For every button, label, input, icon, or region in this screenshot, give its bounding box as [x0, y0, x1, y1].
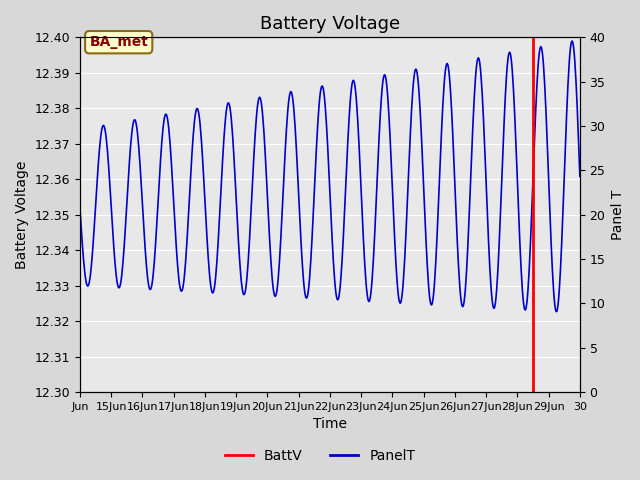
PanelT	[380, 75, 387, 81]
PanelT	[576, 173, 584, 179]
PanelT	[568, 38, 576, 44]
Title: Battery Voltage: Battery Voltage	[260, 15, 400, 33]
PanelT	[553, 309, 561, 314]
PanelT	[366, 295, 374, 300]
Line: PanelT: PanelT	[80, 41, 580, 312]
X-axis label: Time: Time	[313, 418, 347, 432]
Y-axis label: Panel T: Panel T	[611, 190, 625, 240]
PanelT	[455, 273, 463, 279]
PanelT	[76, 205, 84, 211]
Text: BA_met: BA_met	[89, 35, 148, 49]
PanelT	[107, 193, 115, 199]
PanelT	[394, 293, 402, 299]
Y-axis label: Battery Voltage: Battery Voltage	[15, 160, 29, 269]
Legend: BattV, PanelT: BattV, PanelT	[220, 443, 420, 468]
PanelT	[506, 51, 514, 57]
